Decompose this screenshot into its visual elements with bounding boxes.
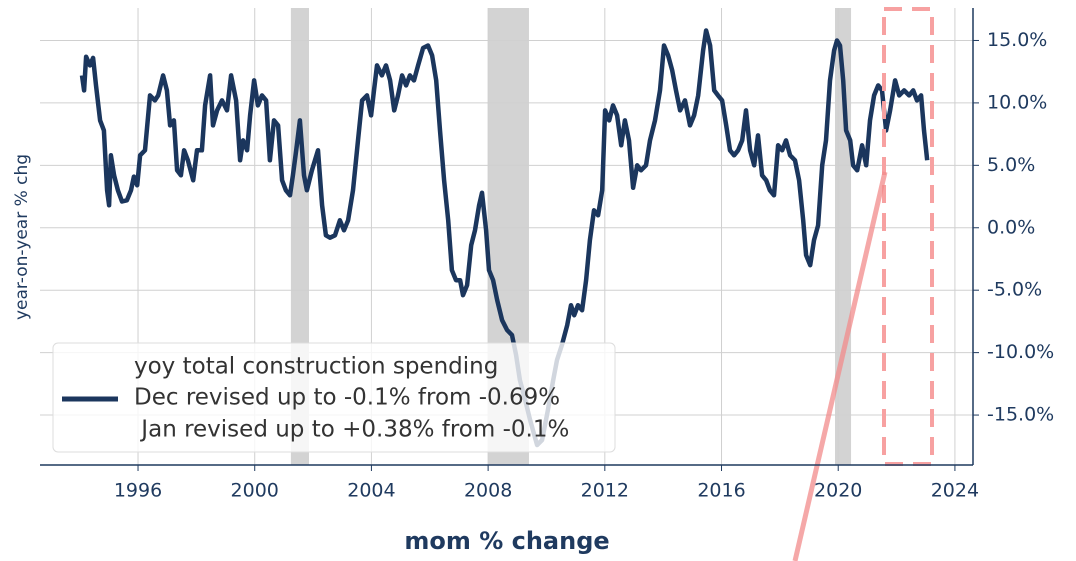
y-tick-label: 15.0% — [987, 29, 1047, 51]
x-tick-label: 2004 — [347, 480, 395, 502]
y-tick-label: 0.0% — [987, 216, 1035, 238]
x-tick-label: 2000 — [231, 480, 279, 502]
legend-box — [52, 342, 616, 453]
legend: yoy total construction spending Dec revi… — [52, 342, 616, 453]
y-axis-label: year-on-year % chg — [12, 154, 32, 320]
y-tick-label: 5.0% — [987, 154, 1035, 176]
annotation-arrow — [792, 171, 888, 561]
legend-label: yoy total construction spending — [134, 354, 498, 380]
y-tick-label: -15.0% — [987, 404, 1054, 426]
x-tick-label: 2020 — [814, 480, 862, 502]
y-tick-label: -5.0% — [987, 279, 1042, 301]
highlight-box — [882, 7, 934, 466]
legend-note: Jan revised up to +0.38% from -0.1% — [134, 417, 569, 443]
y-tick-label: -10.0% — [987, 341, 1054, 363]
y-tick-label: 10.0% — [987, 91, 1047, 113]
series-line — [79, 28, 930, 448]
x-tick-label: 2008 — [464, 480, 512, 502]
data-lines — [79, 28, 930, 448]
x-tick-label: 1996 — [114, 480, 162, 502]
x-axis-label: mom % change — [404, 527, 609, 555]
x-tick-label: 2012 — [581, 480, 629, 502]
x-tick-label: 2016 — [697, 480, 745, 502]
legend-note: Dec revised up to -0.1% from -0.69% — [134, 385, 560, 411]
x-tick-label: 2024 — [931, 480, 979, 502]
